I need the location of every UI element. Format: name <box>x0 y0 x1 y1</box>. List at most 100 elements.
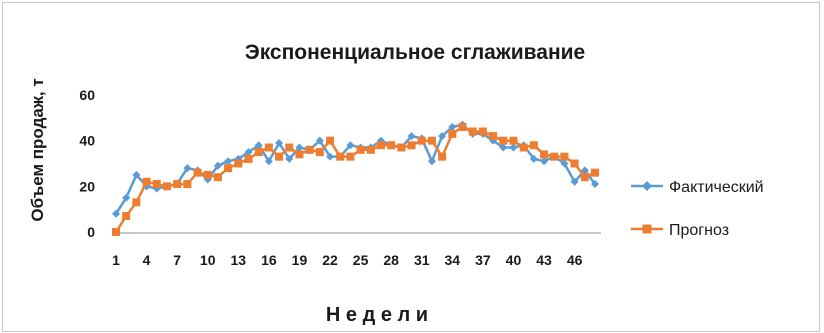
data-point-actual <box>346 141 355 150</box>
data-point-forecast <box>376 141 385 150</box>
x-tick-label: 37 <box>475 252 491 268</box>
data-point-actual <box>224 157 233 166</box>
data-point-actual <box>407 132 416 141</box>
x-tick-label: 16 <box>261 252 277 268</box>
data-point-forecast <box>112 228 120 236</box>
data-point-actual <box>427 157 436 166</box>
x-tick-label: 25 <box>353 252 369 268</box>
plot-area: 0 20 40 60 1 4 7 10 13 16 19 22 25 28 31 34 37 40 43 46 <box>79 87 601 268</box>
data-point-forecast <box>570 159 579 168</box>
data-point-forecast <box>173 180 182 189</box>
x-tick-label: 1 <box>112 252 120 268</box>
data-point-forecast <box>346 152 355 161</box>
data-point-actual <box>275 138 284 147</box>
data-point-actual <box>326 152 335 161</box>
y-tick-label: 60 <box>79 87 95 103</box>
y-tick-label: 40 <box>79 133 95 149</box>
x-tick-label: 28 <box>383 252 399 268</box>
data-point-forecast <box>162 182 171 191</box>
data-point-forecast <box>285 143 294 152</box>
data-point-forecast <box>529 141 538 150</box>
data-point-actual <box>183 164 192 173</box>
x-tick-label: 43 <box>536 252 552 268</box>
data-point-forecast <box>397 143 406 152</box>
data-point-forecast <box>458 122 467 131</box>
data-point-actual <box>285 154 294 163</box>
data-point-forecast <box>591 168 599 177</box>
data-point-forecast <box>275 152 284 161</box>
data-point-forecast <box>122 212 131 221</box>
data-point-forecast <box>468 127 477 136</box>
data-point-forecast <box>417 136 426 145</box>
data-point-actual <box>448 122 457 131</box>
x-axis-title: Н е д е л и <box>326 304 428 326</box>
data-point-forecast <box>336 152 345 161</box>
data-point-actual <box>570 177 579 186</box>
data-point-forecast <box>427 136 436 145</box>
data-point-forecast <box>519 143 528 152</box>
legend-item-actual: Фактический <box>631 179 764 196</box>
data-point-forecast <box>132 198 141 207</box>
x-tick-label: 4 <box>143 252 151 268</box>
data-point-actual <box>499 143 508 152</box>
data-point-forecast <box>356 145 365 154</box>
data-point-forecast <box>478 127 487 136</box>
legend-item-forecast: Прогноз <box>631 222 729 239</box>
data-point-forecast <box>295 150 304 159</box>
x-tick-label: 13 <box>231 252 247 268</box>
legend-marker-forecast <box>642 224 652 234</box>
data-point-forecast <box>326 136 335 145</box>
data-point-forecast <box>183 180 192 189</box>
x-tick-label: 7 <box>173 252 181 268</box>
data-point-actual <box>132 170 141 179</box>
data-point-actual <box>540 157 549 166</box>
data-point-actual <box>580 166 589 175</box>
data-point-forecast <box>540 150 549 159</box>
x-tick-label: 10 <box>200 252 216 268</box>
data-point-forecast <box>315 148 324 157</box>
data-point-actual <box>560 159 569 168</box>
data-point-actual <box>295 143 304 152</box>
data-point-actual <box>529 154 538 163</box>
data-point-forecast <box>305 145 314 154</box>
data-point-forecast <box>254 148 263 157</box>
data-point-forecast <box>489 132 498 141</box>
data-point-forecast <box>193 168 202 177</box>
data-point-forecast <box>244 154 253 163</box>
data-point-forecast <box>264 143 273 152</box>
data-point-actual <box>254 141 263 150</box>
data-point-forecast <box>224 164 233 173</box>
x-tick-label: 31 <box>414 252 430 268</box>
x-tick-label: 34 <box>445 252 461 268</box>
data-point-forecast <box>366 145 375 154</box>
x-tick-label: 46 <box>567 252 583 268</box>
legend-label-actual: Фактический <box>669 179 764 196</box>
data-point-forecast <box>407 141 416 150</box>
x-tick-label: 40 <box>506 252 522 268</box>
data-point-actual <box>244 148 253 157</box>
legend-label-forecast: Прогноз <box>669 222 729 239</box>
legend-marker-actual <box>642 181 652 191</box>
x-tick-label: 19 <box>292 252 308 268</box>
data-point-forecast <box>213 173 222 182</box>
data-point-forecast <box>499 136 508 145</box>
data-point-actual <box>315 136 324 145</box>
data-point-forecast <box>152 180 161 189</box>
chart-title: Экспоненциальное сглаживание <box>245 41 586 64</box>
data-point-forecast <box>203 170 212 179</box>
y-tick-label: 0 <box>87 224 95 240</box>
data-point-forecast <box>142 177 151 186</box>
x-tick-label: 22 <box>322 252 338 268</box>
data-point-forecast <box>580 173 589 182</box>
line-chart: Экспоненциальное сглаживание Объем прода… <box>28 41 764 326</box>
data-point-actual <box>591 180 599 189</box>
data-point-actual <box>264 157 273 166</box>
data-point-forecast <box>438 152 447 161</box>
data-point-forecast <box>448 129 457 138</box>
y-tick-label: 20 <box>79 178 95 194</box>
legend: Фактический Прогноз <box>631 179 764 239</box>
y-axis-title: Объем продаж, т <box>28 78 47 221</box>
data-point-forecast <box>560 152 569 161</box>
data-point-actual <box>438 132 447 141</box>
